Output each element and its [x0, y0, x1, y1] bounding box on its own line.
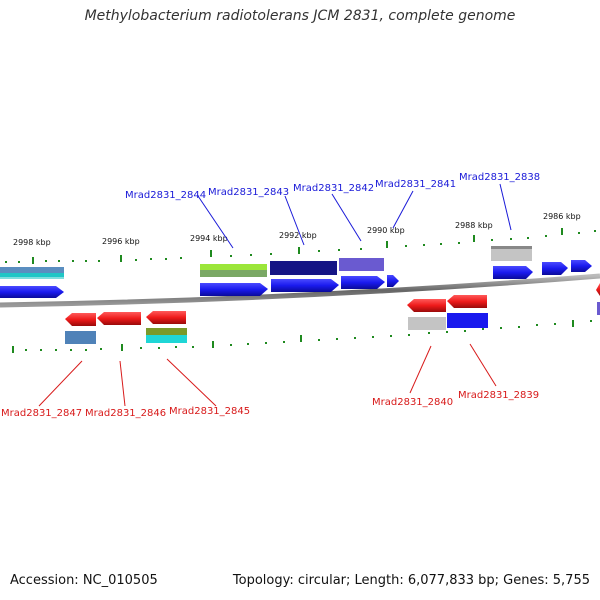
kbp-label: 2992 kbp — [279, 231, 317, 240]
gene-label-bottom[interactable]: Mrad2831_2845 — [169, 406, 250, 417]
reverse-genes — [65, 283, 600, 326]
kbp-label: 2990 kbp — [367, 226, 405, 235]
gene-label-top[interactable]: Mrad2831_2838 — [459, 172, 540, 183]
reverse-gene-arrow — [65, 313, 96, 326]
kbp-label: 2998 kbp — [13, 238, 51, 247]
gene-label-top[interactable]: Mrad2831_2844 — [125, 190, 206, 201]
bottom-tick-track — [12, 320, 592, 353]
forward-gene-arrow — [271, 279, 339, 292]
reverse-gene-arrow — [97, 312, 141, 325]
forward-gene-arrow — [200, 283, 268, 296]
bottom-leader-lines — [38, 343, 497, 407]
gene-label-bottom[interactable]: Mrad2831_2846 — [85, 408, 166, 419]
gene-label-top[interactable]: Mrad2831_2841 — [375, 179, 456, 190]
kbp-label: 2986 kbp — [543, 212, 581, 221]
reverse-gene-arrow — [146, 311, 186, 324]
forward-gene-arrow — [0, 286, 64, 298]
reverse-gene-arrow — [407, 299, 446, 312]
kbp-label: 2996 kbp — [102, 237, 140, 246]
forward-gene-arrow — [341, 276, 385, 289]
gene-label-bottom[interactable]: Mrad2831_2839 — [458, 390, 539, 401]
top-tick-track — [5, 228, 596, 264]
accession-label: Accession: NC_010505 — [10, 573, 158, 588]
forward-gene-arrow — [387, 275, 399, 287]
kbp-label: 2994 kbp — [190, 234, 228, 243]
genome-backbone — [0, 273, 600, 308]
forward-gene-arrow — [571, 260, 592, 272]
upper-feature-track — [0, 246, 532, 279]
gene-label-bottom[interactable]: Mrad2831_2847 — [1, 408, 82, 419]
gene-label-bottom[interactable]: Mrad2831_2840 — [372, 397, 453, 408]
forward-genes — [0, 260, 592, 298]
lower-feature-track — [65, 302, 600, 344]
gene-label-top[interactable]: Mrad2831_2842 — [293, 183, 374, 194]
top-leader-lines — [197, 183, 512, 249]
forward-gene-arrow — [542, 262, 568, 275]
reverse-gene-arrow — [596, 283, 600, 296]
reverse-gene-arrow — [447, 295, 487, 308]
forward-gene-arrow — [493, 266, 533, 279]
map-title: Methylobacterium radiotolerans JCM 2831,… — [84, 8, 516, 24]
gene-label-top[interactable]: Mrad2831_2843 — [208, 187, 289, 198]
kbp-label: 2988 kbp — [455, 221, 493, 230]
genome-stats-label: Topology: circular; Length: 6,077,833 bp… — [232, 573, 590, 588]
